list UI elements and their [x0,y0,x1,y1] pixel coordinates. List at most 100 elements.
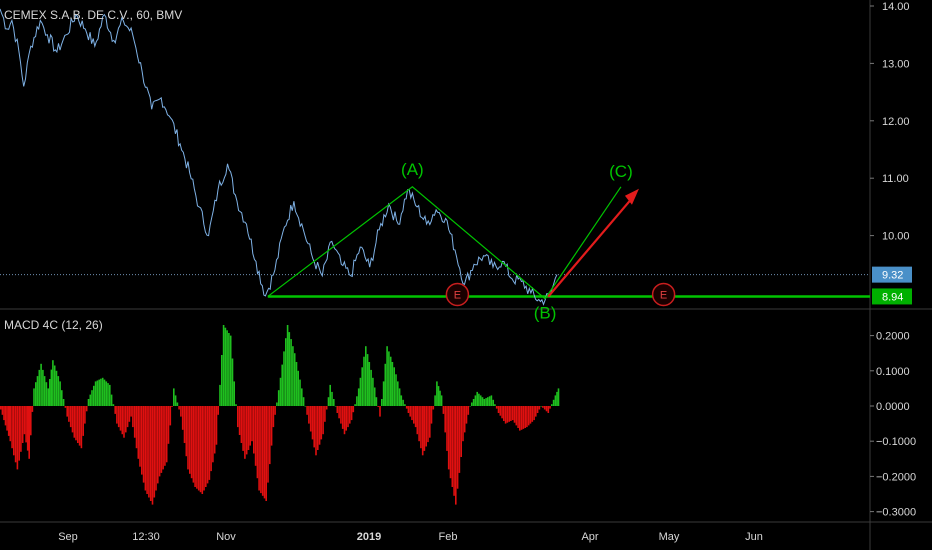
macd-histogram-bar [224,327,227,406]
macd-histogram-bar [543,406,546,410]
macd-histogram-bar [549,406,551,409]
macd-histogram-bar [260,406,262,494]
macd-histogram-bar [183,406,186,443]
macd-histogram-bar [114,406,116,414]
macd-histogram-bar [103,379,106,406]
macd-histogram-bar [474,395,477,406]
macd-histogram-bar [363,356,365,406]
macd-histogram-bar [345,406,347,431]
macd-histogram-bar [57,376,60,406]
time-tick-label: 2019 [357,531,381,543]
macd-histogram-bar [458,406,461,473]
macd-histogram-bar [333,399,335,406]
support-badge: 8.94 [882,291,903,303]
macd-histogram-bar [488,396,491,406]
macd-histogram-bar [14,406,17,463]
indicator-title: MACD 4C (12, 26) [4,318,103,332]
macd-histogram-bar [256,406,259,479]
macd-histogram-bar [210,406,212,472]
macd-histogram-bar [542,406,544,408]
macd-histogram-bar [3,406,5,421]
macd-histogram-bar [116,406,118,424]
macd-histogram-bar [472,399,475,406]
macd-histogram-bar [350,406,353,421]
macd-histogram-bar [400,395,403,406]
macd-histogram-bar [155,406,157,491]
macd-histogram-bar [405,406,408,409]
last-price-badge-bg [872,266,912,283]
macd-histogram-bar [206,406,209,484]
support-badge-bg [872,288,912,305]
macd-histogram-bar [267,406,269,483]
macd-histogram-bar [465,406,468,424]
macd-histogram-bar [341,406,344,429]
macd-histogram-bar [389,356,392,406]
macd-histogram-bar [295,362,298,406]
macd-histogram-bar [439,390,441,406]
macd-histogram-bar [52,360,54,406]
macd-histogram-bar [281,364,283,406]
macd-histogram-bar [190,406,193,479]
macd-histogram-bar [515,406,518,426]
macd-histogram-bar [520,406,523,430]
macd-histogram-bar [381,399,383,406]
macd-histogram-bar [247,406,250,450]
macd-histogram-bar [370,369,372,406]
price-line [0,8,558,306]
macd-histogram-bar [238,406,241,435]
macd-histogram-bar [409,406,411,417]
macd-histogram-bar [373,387,376,406]
pattern-line-start-a-b [267,186,546,300]
macd-histogram-bar [421,406,424,456]
macd-histogram-bar [212,406,214,463]
macd-histogram-bar [269,406,271,465]
wave-label-a: (A) [401,160,424,179]
macd-histogram-bar [53,365,56,406]
macd-histogram-bar [397,381,399,406]
macd-histogram-bar [162,406,164,470]
macd-histogram-bar [309,406,312,432]
macd-histogram-bar [137,406,140,459]
macd-histogram-bar [434,395,436,406]
macd-tick-label: 0.2000 [876,331,910,343]
macd-histogram-bar [442,406,445,414]
macd-histogram-bar [499,406,502,416]
macd-histogram-bar [501,406,503,419]
macd-histogram-bar [93,385,95,406]
macd-histogram-bar [322,406,324,435]
macd-histogram-bar [164,406,166,466]
macd-histogram-bar [201,406,204,494]
macd-histogram-bar [519,406,521,431]
macd-histogram-bar [402,399,404,406]
macd-histogram-bar [368,362,371,406]
macd-histogram-bar [393,367,395,406]
macd-histogram-bar [471,402,473,406]
price-tick-label: 13.00 [882,58,910,70]
macd-histogram-bar [356,396,358,406]
macd-histogram-bar [506,406,509,423]
macd-histogram-bar [462,406,464,442]
macd-histogram-bar [386,346,388,406]
macd-histogram-bar [538,406,541,410]
macd-histogram-bar [463,406,466,433]
macd-histogram-bar [171,406,173,407]
macd-histogram-bar [510,406,512,421]
macd-histogram-bar [217,406,219,415]
macd-histogram-bar [449,406,452,479]
macd-histogram-bar [490,395,493,406]
macd-histogram-bar [237,406,239,428]
macd-histogram-bar [467,406,470,415]
macd-histogram-bar [160,406,163,473]
macd-histogram-bar [128,406,131,422]
macd-histogram-bar [526,406,528,428]
macd-histogram-bar [185,406,188,457]
macd-histogram-bar [85,406,88,412]
macd-histogram-bar [59,381,61,406]
macd-histogram-bar [279,377,282,406]
macd-histogram-bar [384,363,387,406]
macd-histogram-bar [87,399,90,406]
macd-histogram-bar [6,406,8,431]
price-tick-label: 14.00 [882,1,910,13]
macd-histogram-bar [49,379,51,406]
